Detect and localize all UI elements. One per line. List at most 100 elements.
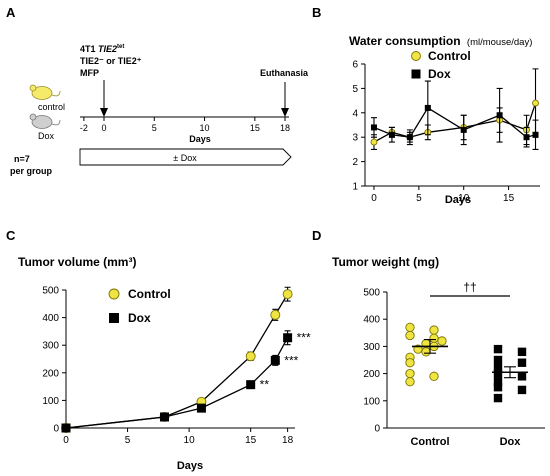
- panel-label-c: C: [6, 228, 16, 243]
- x-tick-label: 15: [245, 435, 257, 446]
- significance-marker: ***: [284, 353, 298, 367]
- control-point: [421, 347, 431, 357]
- timeline-tick-label: 10: [200, 123, 210, 133]
- dox-point: [517, 385, 527, 395]
- y-tick-label: 100: [363, 396, 380, 407]
- dox-duration-arrow: [79, 148, 292, 166]
- control-point: [429, 333, 439, 343]
- control-point: [429, 325, 439, 335]
- dox-point: [517, 358, 527, 367]
- control-legend-label: Control: [128, 287, 171, 301]
- timeline-tick-label: 15: [250, 123, 260, 133]
- y-tick-label: 400: [42, 313, 59, 324]
- dox-point: [159, 412, 169, 422]
- dox-point: [493, 344, 503, 354]
- x-category-label: Dox: [500, 436, 522, 448]
- x-tick-label: 15: [503, 193, 515, 204]
- timeline-tick-label: 0: [101, 123, 106, 133]
- x-tick-label: 10: [184, 435, 196, 446]
- y-tick-label: 6: [352, 60, 358, 71]
- dox-point: [493, 383, 503, 392]
- control-point: [437, 336, 447, 346]
- control-point: [405, 377, 415, 387]
- volume-chart-title: Tumor volume (mm³): [18, 255, 136, 269]
- timeline-days-label: Days: [189, 134, 211, 144]
- dox-point: [246, 380, 256, 390]
- significance-marker: **: [260, 378, 270, 392]
- y-tick-label: 2: [352, 157, 358, 168]
- dox-point: [388, 131, 395, 138]
- y-tick-label: 4: [352, 108, 358, 119]
- dox-duration-label: ± Dox: [173, 153, 197, 163]
- euthanasia-label: Euthanasia: [260, 68, 309, 78]
- dox-mouse-icon: [29, 113, 61, 129]
- y-tick-label: 0: [374, 424, 380, 435]
- control-point: [429, 371, 439, 381]
- control-legend-marker: [108, 288, 120, 300]
- timeline-tick-label: 5: [152, 123, 157, 133]
- water-consumption-chart: Water consumption (ml/mouse/day) Days 1 2…: [349, 34, 540, 206]
- panel-label-b: B: [312, 5, 321, 20]
- dox-point: [493, 363, 503, 373]
- control-point: [270, 309, 281, 320]
- dox-point: [370, 124, 377, 131]
- timeline-panel: 4T1 TIE2tet TIE2⁻ or TIE2⁺ MFP Euthanasi…: [10, 44, 309, 176]
- x-tick-label: 5: [416, 193, 422, 204]
- dox-point: [532, 131, 539, 138]
- control-series-line: [65, 293, 289, 429]
- dox-point: [283, 333, 293, 343]
- dox-legend-marker: [109, 313, 119, 323]
- group-size-label-2: per group: [10, 166, 53, 176]
- dox-point: [406, 134, 413, 141]
- control-sem-bar: [424, 339, 436, 354]
- dox-group-label: Dox: [38, 131, 55, 141]
- water-chart-title: Water consumption (ml/mouse/day): [349, 34, 532, 48]
- y-tick-label: 200: [363, 369, 380, 380]
- y-tick-label: 300: [42, 341, 59, 352]
- dox-point: [424, 104, 431, 111]
- significance-marker: ††: [463, 280, 476, 294]
- dox-point: [493, 355, 503, 365]
- y-tick-label: 5: [352, 84, 358, 95]
- dox-point: [496, 112, 503, 119]
- dox-point: [517, 372, 527, 381]
- group-size-label: n=7: [14, 154, 30, 164]
- x-tick-label: 10: [458, 193, 470, 204]
- x-tick-label: 0: [63, 435, 69, 446]
- dox-legend-label: Dox: [128, 311, 151, 325]
- control-mouse-icon: [29, 84, 61, 100]
- control-point: [405, 368, 415, 379]
- y-tick-label: 200: [42, 368, 59, 379]
- control-legend-marker: [411, 51, 421, 61]
- dox-point: [460, 126, 467, 133]
- x-tick-label: 0: [371, 193, 377, 204]
- dox-point: [270, 355, 280, 365]
- dox-point: [61, 423, 71, 433]
- control-legend-label: Control: [428, 49, 471, 63]
- tumor-volume-chart: Tumor volume (mm³) Days 0 100 200 300 400 500…: [18, 255, 311, 472]
- dox-legend-label: Dox: [428, 67, 451, 81]
- treatment-label-line2: TIE2⁻ or TIE2⁺: [80, 56, 142, 66]
- x-category-label: Control: [410, 436, 449, 448]
- tumor-weight-chart: Tumor weight (mg) 0 100 200 300 400 500 Contro…: [332, 255, 545, 448]
- dox-point: [493, 393, 503, 403]
- dox-point: [523, 134, 530, 141]
- y-tick-label: 1: [352, 182, 358, 193]
- volume-x-axis-label: Days: [177, 460, 203, 472]
- control-point: [370, 138, 378, 146]
- control-point: [405, 330, 415, 341]
- y-tick-label: 100: [42, 396, 59, 407]
- x-tick-label: 18: [282, 435, 294, 446]
- dox-point: [493, 377, 503, 386]
- y-tick-label: 500: [363, 288, 380, 299]
- x-tick-label: 5: [125, 435, 131, 446]
- y-tick-label: 500: [42, 286, 59, 297]
- timeline-tick-label: -2: [80, 123, 88, 133]
- control-point: [245, 351, 256, 362]
- treatment-label-line1: 4T1 TIE2tet: [80, 44, 124, 54]
- y-tick-label: 300: [363, 342, 380, 353]
- control-point: [405, 322, 415, 333]
- dox-point: [493, 369, 503, 378]
- dox-series-line: [373, 107, 536, 138]
